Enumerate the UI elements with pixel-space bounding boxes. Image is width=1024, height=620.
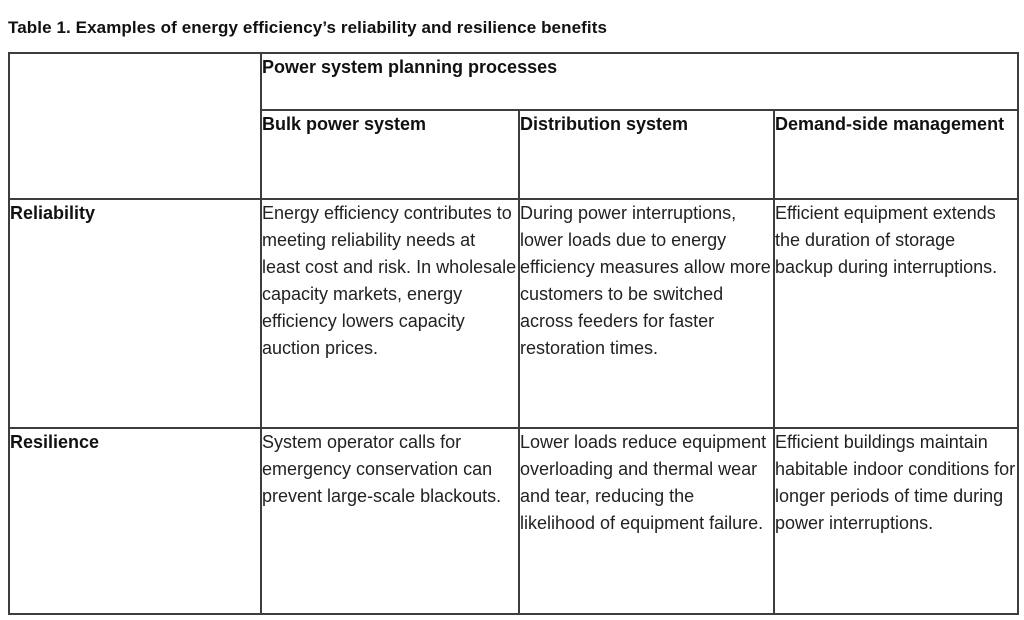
column-header-row: Bulk power system Distribution system De… <box>9 109 1020 200</box>
column-header-bulk-power-system: Bulk power system <box>260 109 520 200</box>
column-header-demand-side-management: Demand-side management <box>772 109 1020 200</box>
row-label-reliability: Reliability <box>8 198 262 429</box>
cell-resilience-distribution: Lower loads reduce equipment overloading… <box>518 427 775 615</box>
group-header-cell: Power system planning processes <box>259 52 1020 111</box>
group-header-row: Power system planning processes <box>8 52 1020 200</box>
table-title: Table 1. Examples of energy efficiency’s… <box>8 18 608 37</box>
cell-resilience-demand-side: Efficient buildings maintain habitable i… <box>772 427 1020 615</box>
table-row-resilience: Resilience System operator calls for eme… <box>8 427 1020 615</box>
column-header-distribution-system: Distribution system <box>518 109 775 200</box>
cell-reliability-distribution: During power interruptions, lower loads … <box>518 198 775 429</box>
cell-reliability-demand-side: Efficient equipment extends the duration… <box>772 198 1020 429</box>
corner-empty-cell <box>8 52 262 200</box>
row-label-resilience: Resilience <box>8 427 262 615</box>
cell-reliability-bulk-power: Energy efficiency contributes to meeting… <box>260 198 520 429</box>
benefits-table: Power system planning processes Bulk pow… <box>8 52 1020 615</box>
table-row-reliability: Reliability Energy efficiency contribute… <box>8 198 1020 429</box>
cell-resilience-bulk-power: System operator calls for emergency cons… <box>260 427 520 615</box>
